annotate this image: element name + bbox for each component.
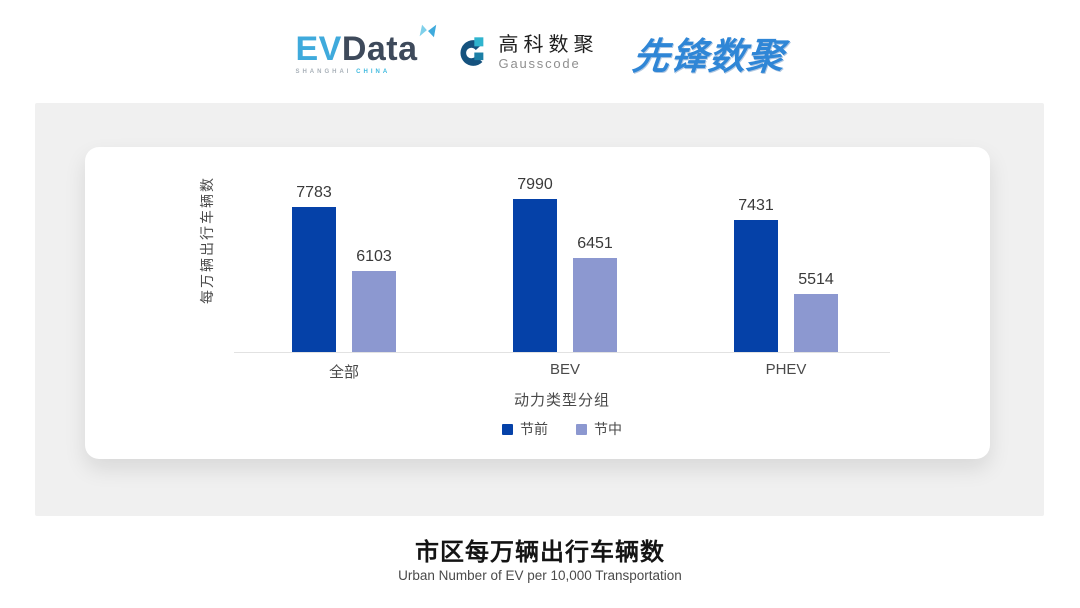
value-label-series1-cat0: 6103 [356, 248, 392, 265]
legend-label-0: 节前 [520, 421, 548, 437]
evdata-logo: EVData SHANGHAI CHINA [295, 24, 436, 75]
evdata-ev-text: EV [295, 29, 342, 68]
evdata-subtext: SHANGHAI CHINA [295, 69, 390, 75]
chart-title: 市区每万辆出行车辆数 [415, 539, 665, 566]
gausscode-logo: 高科数聚 Gausscode [452, 34, 599, 72]
x-axis-line [234, 352, 890, 353]
bar-series1-cat2 [794, 294, 838, 352]
bar-series0-cat0 [292, 207, 336, 352]
evdata-subtext-china: CHINA [356, 68, 391, 75]
bar-series0-cat1 [513, 199, 557, 352]
gausscode-g-mark-icon [459, 37, 483, 66]
value-label-series0-cat2: 7431 [738, 197, 774, 214]
chart-card: 每万辆出行车辆数 7783 6103 全部 7990 6451 BEV 7431 5514 PH… [85, 147, 990, 459]
chart-panel: 每万辆出行车辆数 7783 6103 全部 7990 6451 BEV 7431 5514 PH… [35, 103, 1044, 516]
category-label-0: 全部 [328, 364, 359, 381]
gausscode-text: 高科数聚 Gausscode [499, 34, 599, 72]
legend-item-1: 节中 [576, 419, 622, 439]
category-label-1: BEV [549, 361, 580, 378]
value-label-series0-cat0: 7783 [296, 184, 332, 201]
legend-label-1: 节中 [594, 421, 622, 437]
x-axis-title: 动力类型分组 [513, 392, 610, 409]
bar-series0-cat2 [734, 220, 778, 352]
header: EVData SHANGHAI CHINA 高科数聚 Gausscode 先锋数… [0, 18, 1080, 88]
gausscode-title-en: Gausscode [498, 56, 581, 72]
chart-subtitle: Urban Number of EV per 10,000 Transporta… [398, 568, 682, 583]
plot-area: 7783 6103 全部 7990 6451 BEV 7431 5514 PHEV [234, 176, 890, 381]
legend-swatch-0 [502, 423, 513, 435]
bar-series1-cat0 [352, 271, 396, 352]
evdata-subtext-shanghai: SHANGHAI [295, 68, 352, 75]
evdata-wordmark: EVData [295, 24, 436, 68]
evdata-sparkle-icon [419, 24, 436, 37]
gausscode-title-cn: 高科数聚 [498, 34, 599, 57]
legend-swatch-1 [576, 423, 587, 435]
category-label-2: PHEV [765, 361, 807, 378]
pioneer-logo-text: 先锋数聚 [630, 36, 787, 77]
y-axis-label: 每万辆出行车辆数 [199, 176, 215, 304]
evdata-data-text: Data [341, 29, 418, 68]
legend-item-0: 节前 [502, 419, 548, 439]
value-label-series1-cat2: 5514 [798, 271, 834, 288]
bar-series1-cat1 [573, 258, 617, 352]
value-label-series1-cat1: 6451 [577, 235, 613, 252]
value-label-series0-cat1: 7990 [517, 176, 553, 193]
legend: 节前 节中 [234, 419, 890, 439]
